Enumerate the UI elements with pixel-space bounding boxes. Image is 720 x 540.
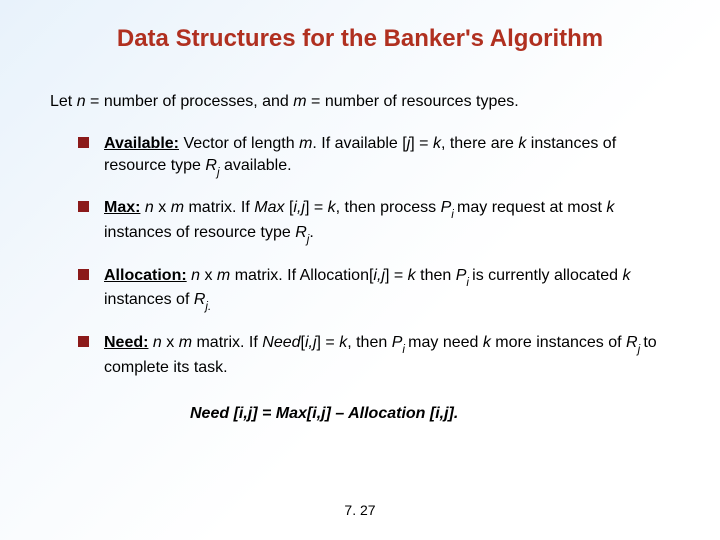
var-m: m (179, 334, 192, 351)
var-R: R (626, 334, 638, 351)
var-k: k (622, 267, 630, 284)
t: ] = (385, 267, 408, 284)
intro-m: m (293, 93, 306, 110)
t: then (416, 267, 456, 284)
t: , there are (441, 135, 518, 152)
sub-i: i (402, 344, 408, 356)
t: more instances of (491, 334, 626, 351)
sub-i: i (466, 277, 472, 289)
var-P: P (441, 199, 452, 216)
t: is currently allocated (472, 267, 622, 284)
list-item: Available: Vector of length m. If availa… (78, 133, 670, 179)
term-allocation: Allocation: (104, 267, 187, 284)
t: available. (220, 157, 292, 174)
sub-j: j. (205, 301, 211, 313)
square-bullet-icon (78, 269, 89, 280)
sub-j: j (638, 344, 644, 356)
var-Max: Max (254, 199, 284, 216)
t: matrix. If (192, 334, 262, 351)
list-item: Allocation: n x m matrix. If Allocation[… (78, 265, 670, 314)
var-R: R (194, 291, 206, 308)
var-m: m (171, 199, 184, 216)
t: , then (347, 334, 391, 351)
var-P: P (456, 267, 467, 284)
t: may request at most (457, 199, 606, 216)
var-ij: i,j (373, 267, 385, 284)
slide: Data Structures for the Banker's Algorit… (0, 0, 720, 540)
sub-i: i (451, 209, 457, 221)
var-P: P (392, 334, 403, 351)
term-need: Need: (104, 334, 148, 351)
t: Vector of length (179, 135, 299, 152)
t: . (309, 224, 313, 241)
var-n: n (145, 199, 154, 216)
t: x (154, 199, 171, 216)
slide-title: Data Structures for the Banker's Algorit… (50, 25, 670, 53)
t: , then process (336, 199, 441, 216)
var-n: n (191, 267, 200, 284)
var-m: m (217, 267, 230, 284)
sub-j: j (217, 167, 220, 179)
intro-n: n (77, 93, 86, 110)
square-bullet-icon (78, 336, 89, 347)
t: . If available [ (312, 135, 406, 152)
t: ] = (317, 334, 340, 351)
sub-j: j (307, 234, 310, 246)
intro-text: = number of processes, and (86, 93, 294, 110)
var-ij: i,j (305, 334, 317, 351)
need-formula: Need [i,j] = Max[i,j] – Allocation [i,j]… (190, 405, 670, 423)
var-k: k (483, 334, 491, 351)
t: may need (408, 334, 483, 351)
intro-text: Let (50, 93, 77, 110)
square-bullet-icon (78, 137, 89, 148)
t: x (162, 334, 179, 351)
var-m: m (299, 135, 312, 152)
t: ] = (410, 135, 433, 152)
t: ] = (305, 199, 328, 216)
var-n: n (153, 334, 162, 351)
t: instances of resource type (104, 224, 295, 241)
var-k: k (606, 199, 614, 216)
var-R: R (205, 157, 217, 174)
term-available: Available: (104, 135, 179, 152)
bullet-list: Available: Vector of length m. If availa… (78, 133, 670, 379)
t: x (200, 267, 217, 284)
page-number: 7. 27 (0, 502, 720, 518)
var-k: k (328, 199, 336, 216)
var-ij: i,j (293, 199, 305, 216)
intro-text: = number of resources types. (307, 93, 519, 110)
list-item: Max: n x m matrix. If Max [i,j] = k, the… (78, 197, 670, 246)
t: matrix. If (184, 199, 254, 216)
list-item: Need: n x m matrix. If Need[i,j] = k, th… (78, 332, 670, 378)
square-bullet-icon (78, 201, 89, 212)
term-max: Max: (104, 199, 140, 216)
var-k: k (433, 135, 441, 152)
var-Need: Need (262, 334, 300, 351)
intro-line: Let n = number of processes, and m = num… (50, 93, 670, 111)
var-k: k (408, 267, 416, 284)
t: instances of (104, 291, 194, 308)
t: matrix. If Allocation[ (230, 267, 373, 284)
var-R: R (295, 224, 307, 241)
